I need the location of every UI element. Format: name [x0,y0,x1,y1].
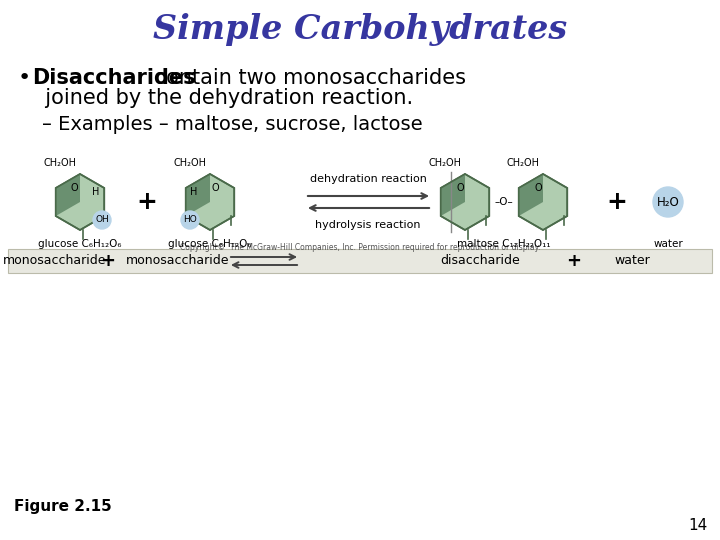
Text: +: + [567,252,582,270]
Text: monosaccharide: monosaccharide [4,254,107,267]
Circle shape [181,211,199,229]
Text: Copyright©  The McGraw-Hill Companies, Inc. Permission required for reproduction: Copyright© The McGraw-Hill Companies, In… [180,244,540,253]
Text: HO: HO [183,215,197,225]
Text: H: H [190,187,198,197]
Text: joined by the dehydration reaction.: joined by the dehydration reaction. [32,88,413,108]
Polygon shape [441,174,490,230]
Text: 14: 14 [689,518,708,534]
FancyBboxPatch shape [8,249,712,273]
Text: –O–: –O– [495,197,513,207]
Polygon shape [55,174,104,230]
Text: water: water [653,239,683,249]
Text: Figure 2.15: Figure 2.15 [14,498,112,514]
Circle shape [653,187,683,217]
Text: +: + [137,190,158,214]
Text: hydrolysis reaction: hydrolysis reaction [315,220,420,230]
Text: H₂O: H₂O [657,195,680,208]
Polygon shape [518,174,567,230]
Text: glucose C₆H₁₂O₆: glucose C₆H₁₂O₆ [38,239,122,249]
Text: dehydration reaction: dehydration reaction [310,174,426,184]
Text: CH₂OH: CH₂OH [506,158,539,168]
Text: maltose C₁₂H₂₂O₁₁: maltose C₁₂H₂₂O₁₁ [457,239,551,249]
Text: glucose C₆H₁₂O₆: glucose C₆H₁₂O₆ [168,239,252,249]
Text: •: • [18,68,31,88]
Text: O: O [70,183,78,193]
Circle shape [93,211,111,229]
Text: OH: OH [95,215,109,225]
Text: – Examples – maltose, sucrose, lactose: – Examples – maltose, sucrose, lactose [42,116,423,134]
Text: O: O [211,183,219,193]
Text: water: water [614,254,650,267]
Polygon shape [441,174,465,216]
Text: disaccharide: disaccharide [440,254,520,267]
Text: O: O [534,183,542,193]
Polygon shape [186,174,234,230]
Text: monosaccharide: monosaccharide [126,254,230,267]
Polygon shape [186,174,210,216]
Text: H: H [92,187,99,197]
Text: contain two monosaccharides: contain two monosaccharides [148,68,466,88]
Polygon shape [518,174,543,216]
Polygon shape [55,174,80,216]
Text: CH₂OH: CH₂OH [43,158,76,168]
Text: CH₂OH: CH₂OH [174,158,207,168]
Text: Disaccharides: Disaccharides [32,68,196,88]
Text: CH₂OH: CH₂OH [428,158,462,168]
Text: +: + [606,190,627,214]
Text: +: + [101,252,115,270]
Text: O: O [456,183,464,193]
Text: Simple Carbohydrates: Simple Carbohydrates [153,14,567,46]
